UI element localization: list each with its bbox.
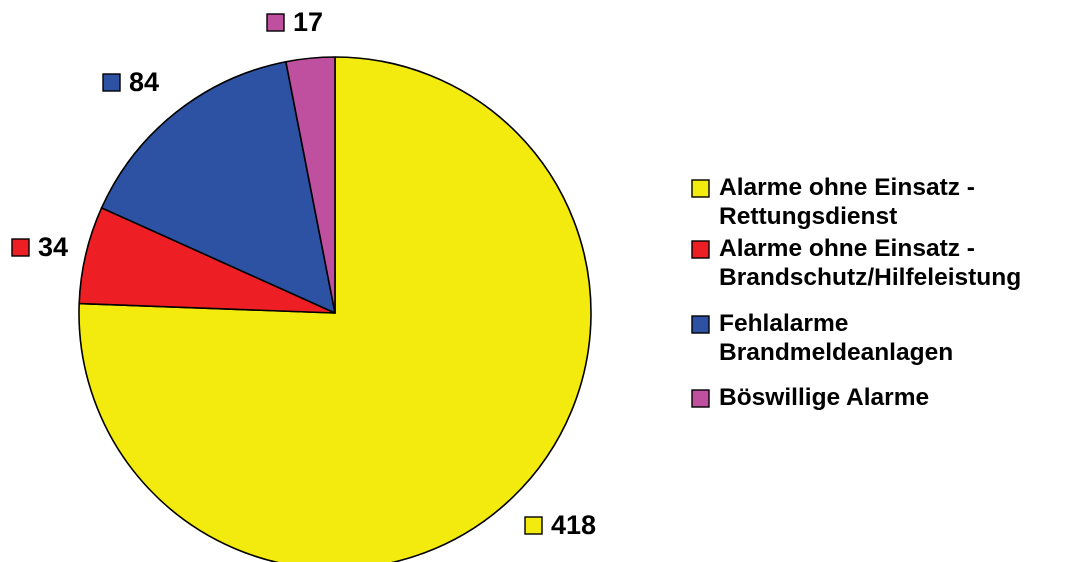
pie-slices xyxy=(78,56,592,562)
legend-swatch-brandschutz xyxy=(691,240,710,259)
data-label-rettungsdienst: 418 xyxy=(551,510,596,540)
data-label-swatch-boeswillige xyxy=(266,13,285,32)
data-label-boeswillige: 17 xyxy=(293,7,323,37)
legend: Alarme ohne Einsatz -RettungsdienstAlarm… xyxy=(691,174,1021,411)
legend-entry-brandschutz: Alarme ohne Einsatz -Brandschutz/Hilfele… xyxy=(691,235,1021,291)
legend-label-fehlalarme-line-2: Brandmeldeanlagen xyxy=(719,339,953,366)
legend-label-rettungsdienst-line-1: Alarme ohne Einsatz - xyxy=(719,174,975,201)
pie-slice-rettungsdienst xyxy=(78,56,592,562)
legend-label-rettungsdienst-line-2: Rettungsdienst xyxy=(719,203,897,230)
pie-slice-boeswillige xyxy=(285,56,336,314)
data-label-swatch-brandschutz xyxy=(11,238,30,257)
data-label-swatch-fehlalarme xyxy=(102,73,121,92)
legend-entry-boeswillige: Böswillige Alarme xyxy=(691,384,929,411)
data-label-brandschutz: 34 xyxy=(38,232,68,262)
legend-entry-rettungsdienst: Alarme ohne Einsatz -Rettungsdienst xyxy=(691,174,975,230)
legend-label-brandschutz-line-1: Alarme ohne Einsatz - xyxy=(719,235,975,262)
data-label-fehlalarme: 84 xyxy=(129,67,159,97)
legend-swatch-fehlalarme xyxy=(691,315,710,334)
legend-label-boeswillige-line-1: Böswillige Alarme xyxy=(719,384,929,411)
pie-slice-fehlalarme xyxy=(100,60,336,314)
legend-label-fehlalarme-line-1: Fehlalarme xyxy=(719,310,848,337)
legend-label-brandschutz-line-2: Brandschutz/Hilfeleistung xyxy=(719,264,1021,291)
legend-swatch-boeswillige xyxy=(691,389,710,408)
data-label-swatch-rettungsdienst xyxy=(524,516,543,535)
data-labels: 418 34 84 17 xyxy=(11,7,596,540)
legend-swatch-rettungsdienst xyxy=(691,179,710,198)
